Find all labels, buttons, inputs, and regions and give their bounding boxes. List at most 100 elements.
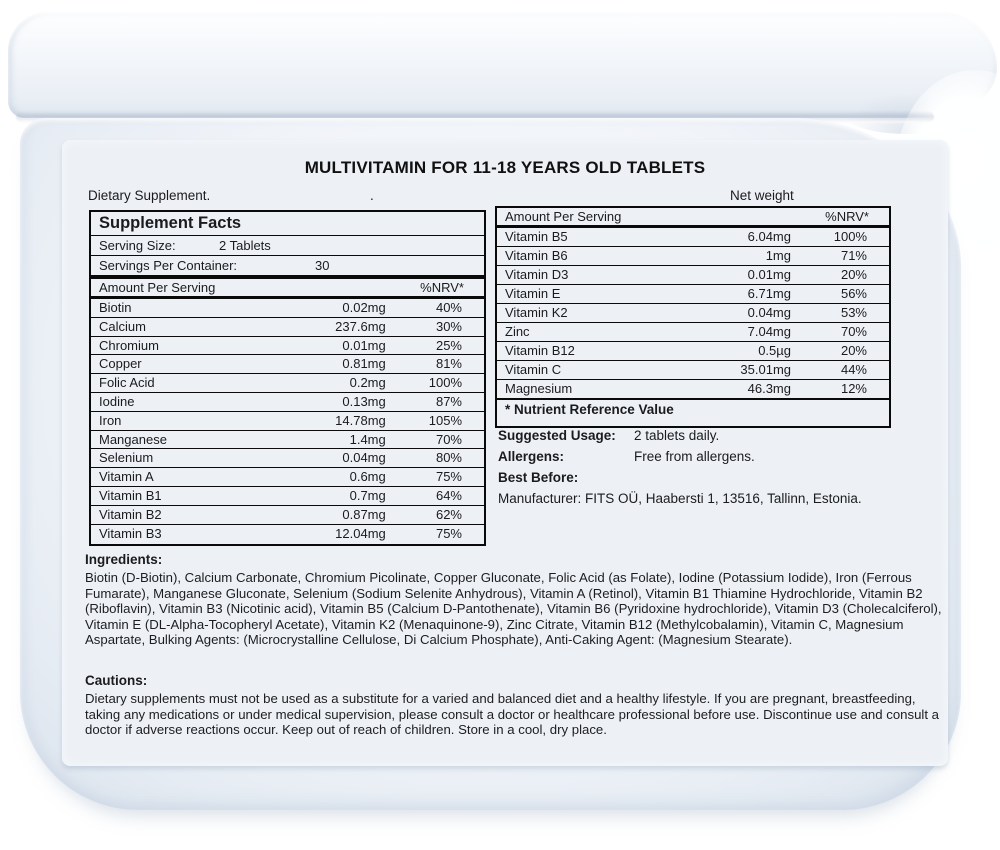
nutrient-name: Vitamin B5 <box>505 229 568 244</box>
nutrient-name: Iodine <box>99 393 135 409</box>
nrv-footnote: * Nutrient Reference Value <box>497 398 889 419</box>
supplement-facts-heading: Supplement Facts <box>91 212 484 236</box>
table-row: Vitamin B12 0.5µg 20% <box>497 342 889 361</box>
nutrient-nrv: 87% <box>435 393 462 409</box>
nutrient-amount: 1.4mg <box>349 431 386 447</box>
table-row: Selenium 0.04mg 80% <box>91 449 484 469</box>
nrv-header: %NRV* <box>420 280 464 295</box>
column-header-row: Amount Per Serving %NRV* <box>497 208 889 228</box>
nutrient-amount: 12.04mg <box>335 525 386 541</box>
nutrient-amount: 0.04mg <box>342 450 386 466</box>
nutrient-amount: 0.6mg <box>349 469 386 485</box>
nutrient-nrv: 25% <box>435 337 462 353</box>
nutrient-name: Iron <box>99 412 122 428</box>
container-lid <box>8 12 997 118</box>
table-row: Calcium 237.6mg 30% <box>91 318 484 337</box>
table-row: Vitamin B1 0.7mg 64% <box>91 487 484 506</box>
table-row: Vitamin B6 1mg 71% <box>497 247 889 266</box>
product-title: MULTIVITAMIN FOR 11-18 YEARS OLD TABLETS <box>304 158 706 177</box>
table-row: Vitamin A 0.6mg 75% <box>91 468 484 487</box>
nutrient-amount: 0.2mg <box>349 375 386 391</box>
nutrient-name: Manganese <box>99 431 167 447</box>
amount-per-serving-header: Amount Per Serving <box>505 209 622 224</box>
nutrient-name: Vitamin K2 <box>505 305 568 320</box>
nutrient-name: Vitamin B2 <box>99 506 162 522</box>
serving-size-value: 2 Tablets <box>219 238 271 253</box>
nutrient-amount: 0.87mg <box>342 506 386 522</box>
servings-per-container-row: Servings Per Container: 30 <box>91 256 484 276</box>
usage-info-block: Suggested Usage: 2 tablets daily. Allerg… <box>498 428 928 506</box>
dietary-supplement-text: Dietary Supplement. <box>88 188 211 203</box>
table-row: Vitamin B3 12.04mg 75% <box>91 525 484 543</box>
best-before-label: Best Before: <box>498 470 579 485</box>
nutrient-nrv: 75% <box>435 469 462 485</box>
nutrient-name: Vitamin B3 <box>99 525 162 541</box>
nutrient-nrv: 56% <box>840 286 867 301</box>
nutrient-nrv: 20% <box>840 343 867 358</box>
nutrient-name: Copper <box>99 356 142 372</box>
nutrient-name: Chromium <box>99 337 159 353</box>
nutrient-nrv: 70% <box>840 324 867 339</box>
nrv-header: %NRV* <box>825 209 869 224</box>
servings-value: 30 <box>315 258 330 273</box>
nutrient-nrv: 44% <box>840 362 867 377</box>
nutrient-amount: 0.7mg <box>349 487 386 503</box>
nutrient-name: Vitamin C <box>505 362 562 377</box>
nutrient-amount: 35.01mg <box>740 362 791 377</box>
table-row: Iodine 0.13mg 87% <box>91 393 484 412</box>
table-row: Zinc 7.04mg 70% <box>497 323 889 342</box>
label-sticker: MULTIVITAMIN FOR 11-18 YEARS OLD TABLETS… <box>62 140 948 766</box>
nutrient-nrv: 71% <box>840 248 867 263</box>
nutrient-amount: 0.04mg <box>747 305 791 320</box>
cautions-heading: Cautions: <box>85 673 148 688</box>
nutrient-nrv: 105% <box>428 412 462 428</box>
table-row: Vitamin B2 0.87mg 62% <box>91 506 484 525</box>
nutrient-amount: 1mg <box>765 248 791 263</box>
suggested-usage-row: Suggested Usage: 2 tablets daily. <box>498 428 928 443</box>
nutrient-nrv: 100% <box>428 375 462 391</box>
nutrient-name: Vitamin B6 <box>505 248 568 263</box>
nutrient-amount: 237.6mg <box>335 318 386 334</box>
column-header-row: Amount Per Serving %NRV* <box>91 276 484 299</box>
table-row: Magnesium 46.3mg 12% <box>497 380 889 398</box>
supplement-facts-box: Supplement Facts Serving Size: 2 Tablets… <box>89 210 486 546</box>
nutrient-name: Vitamin E <box>505 286 561 301</box>
nutrient-amount: 6.71mg <box>747 286 791 301</box>
nutrient-table-left: Biotin 0.02mg 40% Calcium 237.6mg 30% Ch… <box>91 299 484 542</box>
nutrient-nrv: 20% <box>840 267 867 282</box>
serving-size-label: Serving Size: <box>99 238 176 253</box>
nutrient-name: Folic Acid <box>99 375 155 391</box>
nutrient-amount: 0.02mg <box>342 300 386 315</box>
nutrient-amount: 7.04mg <box>747 324 791 339</box>
ingredients-text: Biotin (D-Biotin), Calcium Carbonate, Ch… <box>85 570 942 648</box>
nutrient-name: Calcium <box>99 318 146 334</box>
nutrient-nrv: 53% <box>840 305 867 320</box>
manufacturer-text: Manufacturer: FITS OÜ, Haabersti 1, 1351… <box>498 491 862 506</box>
best-before-row: Best Before: <box>498 470 928 485</box>
serving-size-row: Serving Size: 2 Tablets <box>91 236 484 256</box>
nutrient-name: Vitamin B1 <box>99 487 162 503</box>
table-row: Vitamin B5 6.04mg 100% <box>497 228 889 247</box>
nutrient-name: Vitamin B12 <box>505 343 575 358</box>
nutrient-nrv: 12% <box>840 381 867 396</box>
table-row: Chromium 0.01mg 25% <box>91 337 484 356</box>
table-row: Vitamin C 35.01mg 44% <box>497 361 889 380</box>
nutrient-name: Selenium <box>99 450 154 466</box>
nutrient-amount: 14.78mg <box>335 412 386 428</box>
nutrient-nrv: 40% <box>435 300 462 315</box>
amount-per-serving-header: Amount Per Serving <box>99 280 216 295</box>
nutrient-name: Vitamin A <box>99 469 154 485</box>
suggested-usage-value: 2 tablets daily. <box>634 428 720 443</box>
ingredients-heading: Ingredients: <box>85 552 163 567</box>
servings-label: Servings Per Container: <box>99 258 238 273</box>
nutrient-name: Magnesium <box>505 381 573 396</box>
nutrient-nrv: 80% <box>435 450 462 466</box>
table-row: Manganese 1.4mg 70% <box>91 431 484 450</box>
allergens-value: Free from allergens. <box>634 449 755 464</box>
nutrient-amount: 0.01mg <box>747 267 791 282</box>
nutrient-nrv: 100% <box>833 229 867 244</box>
allergens-row: Allergens: Free from allergens. <box>498 449 928 464</box>
nutrient-amount: 0.13mg <box>342 393 386 409</box>
nutrient-nrv: 70% <box>435 431 462 447</box>
nutrient-table-right: Vitamin B5 6.04mg 100% Vitamin B6 1mg 71… <box>497 228 889 398</box>
